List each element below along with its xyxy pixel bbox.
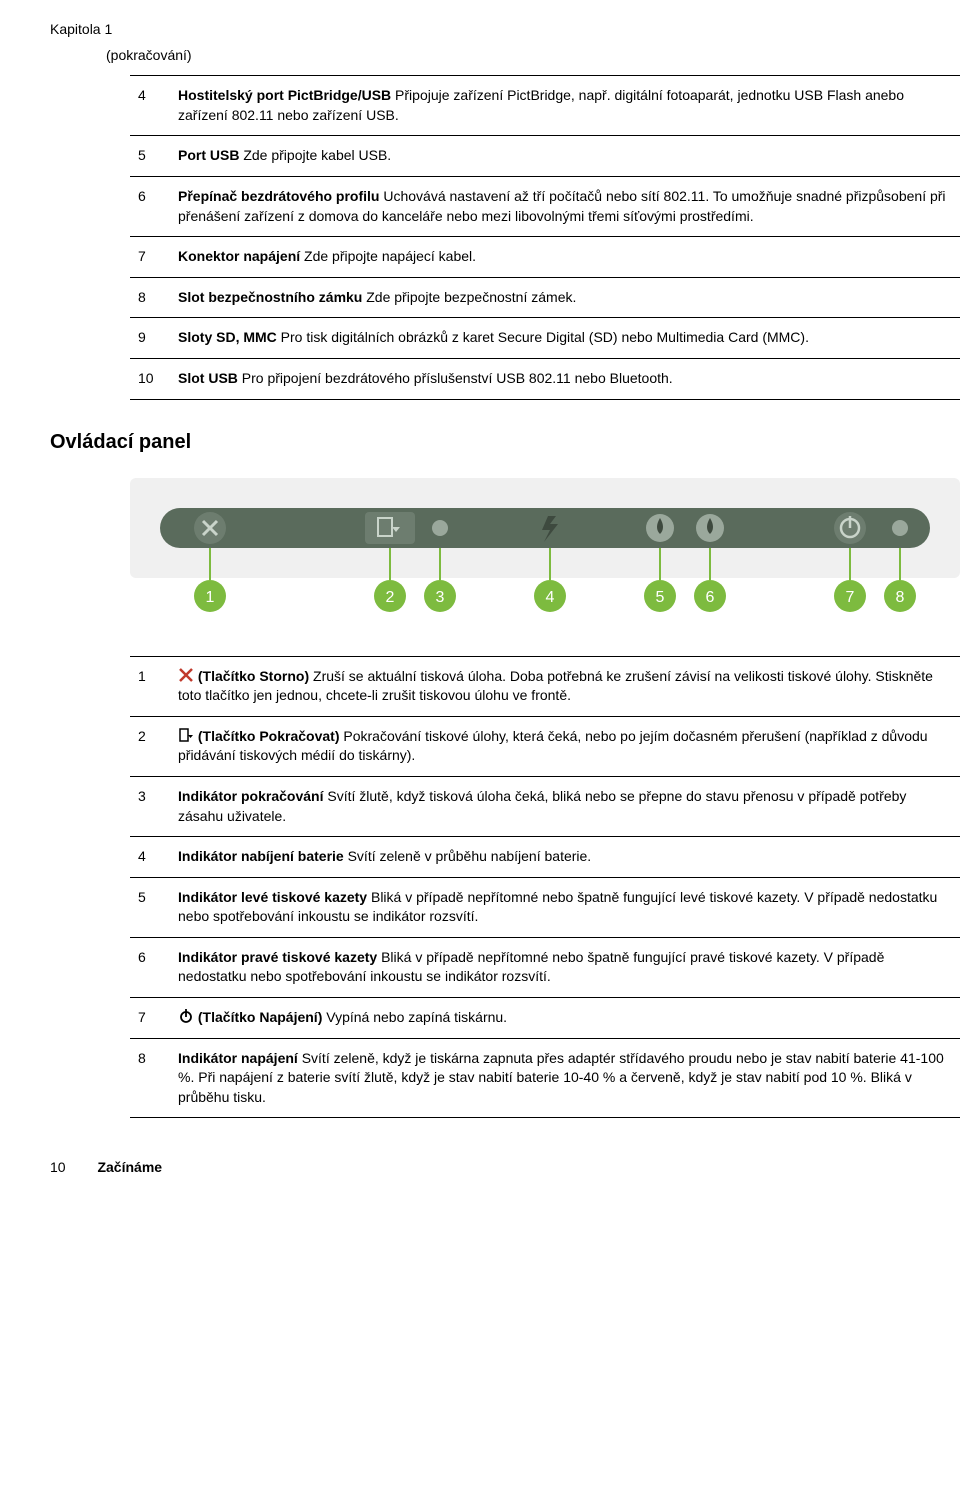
table-row: 3Indikátor pokračování Svítí žlutě, když… xyxy=(130,776,960,836)
continuation-label: (pokračování) xyxy=(106,46,910,66)
callout-number: 3 xyxy=(436,589,445,606)
callout-number: 8 xyxy=(896,589,905,606)
row-number: 4 xyxy=(130,76,170,136)
table-row: 4Indikátor nabíjení baterie Svítí zeleně… xyxy=(130,837,960,878)
row-description: Hostitelský port PictBridge/USB Připojuj… xyxy=(170,76,960,136)
row-number: 1 xyxy=(130,656,170,716)
parts-table-1: 4Hostitelský port PictBridge/USB Připoju… xyxy=(130,75,960,399)
row-description: Sloty SD, MMC Pro tisk digitálních obráz… xyxy=(170,318,960,359)
row-number: 5 xyxy=(130,136,170,177)
table-row: 6Indikátor pravé tiskové kazety Bliká v … xyxy=(130,937,960,997)
row-number: 9 xyxy=(130,318,170,359)
row-description: Konektor napájení Zde připojte napájecí … xyxy=(170,237,960,278)
table-row: 5Indikátor levé tiskové kazety Bliká v p… xyxy=(130,877,960,937)
row-number: 10 xyxy=(130,358,170,399)
row-number: 5 xyxy=(130,877,170,937)
row-description: Indikátor pravé tiskové kazety Bliká v p… xyxy=(170,937,960,997)
section-title: Ovládací panel xyxy=(50,428,910,456)
row-number: 3 xyxy=(130,776,170,836)
row-description: (Tlačítko Napájení) Vypíná nebo zapíná t… xyxy=(170,998,960,1039)
table-row: 8Indikátor napájení Svítí zeleně, když j… xyxy=(130,1038,960,1118)
row-description: Přepínač bezdrátového profilu Uchovává n… xyxy=(170,176,960,236)
row-number: 8 xyxy=(130,1038,170,1118)
control-panel-diagram: 1 2 3 4 5 6 7 8 xyxy=(130,478,960,628)
resume-icon xyxy=(178,727,194,743)
table-row: 7Konektor napájení Zde připojte napájecí… xyxy=(130,237,960,278)
row-description: (Tlačítko Pokračovat) Pokračování tiskov… xyxy=(170,716,960,776)
row-number: 4 xyxy=(130,837,170,878)
row-description: (Tlačítko Storno) Zruší se aktuální tisk… xyxy=(170,656,960,716)
footer-section-name: Začínáme xyxy=(97,1158,162,1178)
row-description: Slot USB Pro připojení bezdrátového přís… xyxy=(170,358,960,399)
callout-number: 6 xyxy=(706,589,715,606)
table-row: 7 (Tlačítko Napájení) Vypíná nebo zapíná… xyxy=(130,998,960,1039)
footer-page-number: 10 xyxy=(50,1158,66,1178)
row-description: Port USB Zde připojte kabel USB. xyxy=(170,136,960,177)
table-row: 8Slot bezpečnostního zámku Zde připojte … xyxy=(130,277,960,318)
table-row: 6Přepínač bezdrátového profilu Uchovává … xyxy=(130,176,960,236)
table-row: 9Sloty SD, MMC Pro tisk digitálních obrá… xyxy=(130,318,960,359)
callout-number: 4 xyxy=(546,589,555,606)
row-description: Indikátor nabíjení baterie Svítí zeleně … xyxy=(170,837,960,878)
row-number: 8 xyxy=(130,277,170,318)
cancel-icon xyxy=(178,667,194,683)
parts-table-2: 1 (Tlačítko Storno) Zruší se aktuální ti… xyxy=(130,656,960,1119)
row-number: 6 xyxy=(130,937,170,997)
callout-number: 7 xyxy=(846,589,855,606)
table-row: 1 (Tlačítko Storno) Zruší se aktuální ti… xyxy=(130,656,960,716)
table-row: 2 (Tlačítko Pokračovat) Pokračování tisk… xyxy=(130,716,960,776)
table-row: 10Slot USB Pro připojení bezdrátového př… xyxy=(130,358,960,399)
table-row: 4Hostitelský port PictBridge/USB Připoju… xyxy=(130,76,960,136)
row-number: 7 xyxy=(130,237,170,278)
callout-number: 5 xyxy=(656,589,665,606)
row-description: Indikátor levé tiskové kazety Bliká v př… xyxy=(170,877,960,937)
row-description: Slot bezpečnostního zámku Zde připojte b… xyxy=(170,277,960,318)
power-icon xyxy=(178,1008,194,1024)
row-description: Indikátor pokračování Svítí žlutě, když … xyxy=(170,776,960,836)
callout-number: 2 xyxy=(386,589,395,606)
chapter-label: Kapitola 1 xyxy=(50,20,910,40)
callout-number: 1 xyxy=(206,589,215,606)
row-number: 2 xyxy=(130,716,170,776)
row-description: Indikátor napájení Svítí zeleně, když je… xyxy=(170,1038,960,1118)
table-row: 5Port USB Zde připojte kabel USB. xyxy=(130,136,960,177)
row-number: 7 xyxy=(130,998,170,1039)
row-number: 6 xyxy=(130,176,170,236)
